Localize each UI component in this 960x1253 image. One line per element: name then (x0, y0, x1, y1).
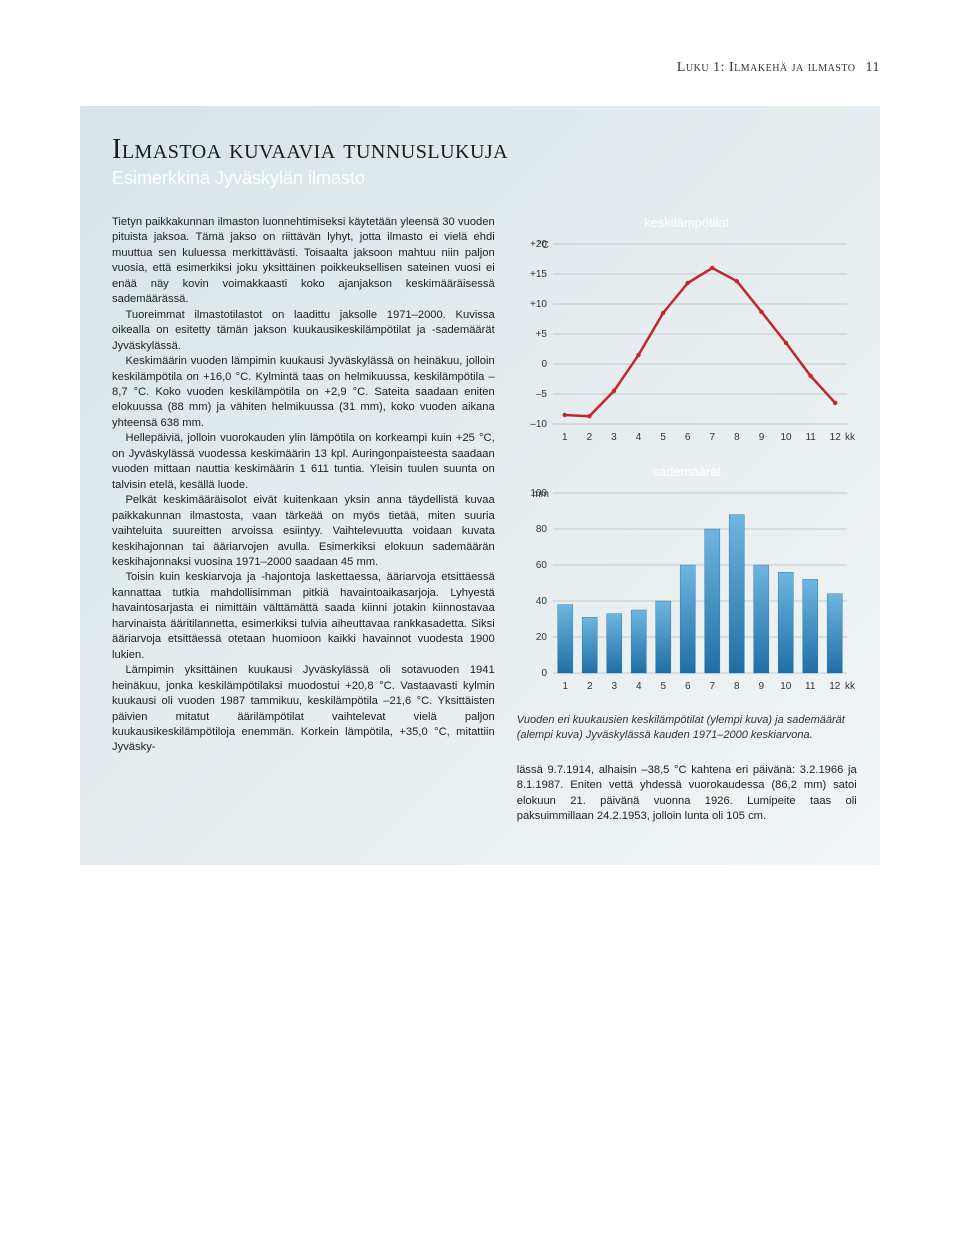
svg-text:–5: –5 (536, 389, 548, 400)
temperature-chart-svg: °C–10–50+5+10+15+20123456789101112kk (517, 236, 857, 446)
svg-text:8: 8 (734, 432, 740, 443)
paragraph: Tietyn paikkakunnan ilmaston luonnehtimi… (112, 215, 495, 308)
svg-text:3: 3 (611, 681, 617, 692)
svg-text:0: 0 (541, 359, 547, 370)
svg-text:10: 10 (780, 432, 792, 443)
page: Luku 1: Ilmakehä ja ilmasto 11 Ilmastoa … (0, 0, 960, 925)
svg-text:8: 8 (734, 681, 740, 692)
page-number: 11 (866, 60, 880, 75)
svg-text:11: 11 (805, 681, 816, 692)
figure-caption: Vuoden eri kuukausien keskilämpötilat (y… (517, 713, 857, 743)
svg-text:60: 60 (536, 560, 548, 571)
feature-box: Ilmastoa kuvaavia tunnuslukuja Esimerkki… (80, 106, 880, 865)
paragraph: Lämpimin yksittäinen kuukausi Jyväskyläs… (112, 663, 495, 756)
columns: Tietyn paikkakunnan ilmaston luonnehtimi… (112, 215, 848, 825)
svg-text:6: 6 (685, 432, 691, 443)
svg-text:+20: +20 (530, 239, 547, 250)
paragraph: Pelkät keskimääräisolot eivät kuitenkaan… (112, 493, 495, 570)
paragraph: Tuoreimmat ilmastotilastot on laadittu j… (112, 308, 495, 354)
chart-title: keskilämpötilat (517, 215, 857, 230)
svg-text:2: 2 (587, 681, 593, 692)
paragraph: Keskimäärin vuoden lämpimin kuukausi Jyv… (112, 354, 495, 431)
svg-text:+10: +10 (530, 299, 547, 310)
feature-title: Ilmastoa kuvaavia tunnuslukuja (112, 134, 848, 166)
svg-text:5: 5 (660, 681, 666, 692)
precipitation-chart-svg: mm020406080100123456789101112kk (517, 485, 857, 695)
svg-text:100: 100 (530, 488, 547, 499)
running-head: Luku 1: Ilmakehä ja ilmasto 11 (80, 60, 880, 76)
chapter-label: Luku 1: Ilmakehä ja ilmasto (677, 60, 856, 75)
svg-text:–10: –10 (530, 419, 547, 430)
svg-text:1: 1 (562, 681, 568, 692)
svg-text:10: 10 (780, 681, 792, 692)
svg-text:kk: kk (845, 432, 856, 443)
svg-text:0: 0 (541, 668, 547, 679)
chart-title: sademäärät (517, 464, 857, 479)
svg-text:+5: +5 (535, 329, 547, 340)
svg-text:20: 20 (536, 632, 548, 643)
feature-subtitle: Esimerkkinä Jyväskylän ilmasto (112, 168, 848, 189)
svg-text:+15: +15 (530, 269, 547, 280)
svg-text:kk: kk (845, 681, 856, 692)
svg-text:6: 6 (685, 681, 691, 692)
paragraph: Hellepäiviä, jolloin vuorokauden ylin lä… (112, 431, 495, 493)
paragraph: Toisin kuin keskiarvoja ja -hajontoja la… (112, 570, 495, 663)
svg-text:5: 5 (660, 432, 666, 443)
body-text-column: Tietyn paikkakunnan ilmaston luonnehtimi… (112, 215, 495, 825)
continuation-text: lässä 9.7.1914, alhaisin –38,5 °C kahten… (517, 763, 857, 825)
svg-text:3: 3 (611, 432, 617, 443)
precipitation-chart: sademäärät mm020406080100123456789101112… (517, 464, 857, 695)
svg-text:9: 9 (758, 681, 764, 692)
charts-column: keskilämpötilat °C–10–50+5+10+15+2012345… (517, 215, 857, 825)
svg-text:12: 12 (829, 432, 841, 443)
svg-text:80: 80 (536, 524, 548, 535)
svg-text:2: 2 (586, 432, 592, 443)
svg-text:4: 4 (635, 432, 641, 443)
svg-text:9: 9 (758, 432, 764, 443)
svg-text:11: 11 (805, 432, 816, 443)
svg-text:40: 40 (536, 596, 548, 607)
svg-text:7: 7 (709, 681, 715, 692)
temperature-chart: keskilämpötilat °C–10–50+5+10+15+2012345… (517, 215, 857, 446)
svg-text:12: 12 (829, 681, 841, 692)
svg-text:1: 1 (562, 432, 568, 443)
svg-text:4: 4 (636, 681, 642, 692)
svg-text:7: 7 (709, 432, 715, 443)
